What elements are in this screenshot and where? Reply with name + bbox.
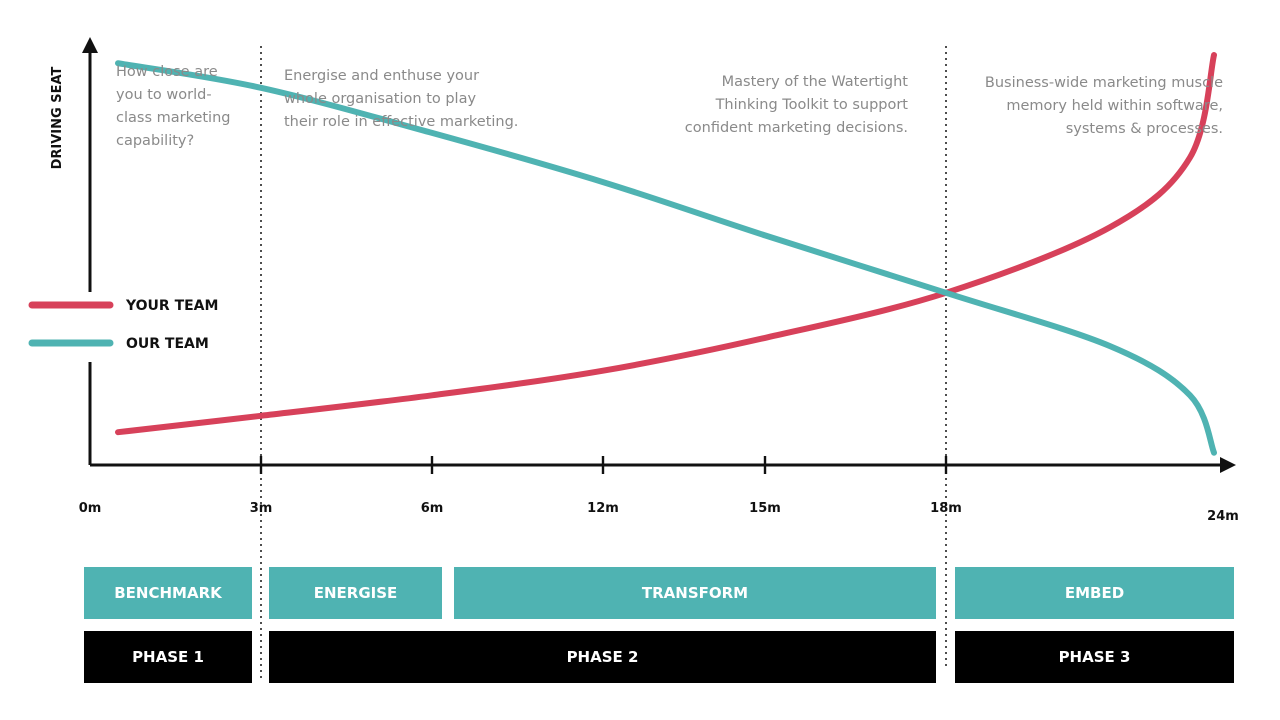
series-line-your-team (115, 52, 1217, 436)
stage-label-benchmark: BENCHMARK (114, 584, 223, 602)
annotation-2-line-1: Energise and enthuse your (284, 68, 479, 84)
stage-box-benchmark (84, 567, 252, 619)
series-line-our-team (115, 60, 1217, 456)
phase-box-2 (269, 631, 936, 683)
phase-label-1: PHASE 1 (132, 648, 204, 666)
annotation-4-line-3: systems & processes. (1066, 121, 1223, 137)
annotation-2-line-3: their role in effective marketing. (284, 114, 518, 130)
stage-box-embed (955, 567, 1234, 619)
annotation-1-line-1: How close are (116, 64, 218, 80)
tick-label-18m: 18m (930, 501, 962, 516)
stage-box-transform (454, 567, 936, 619)
legend-label-our-team: OUR TEAM (126, 336, 209, 352)
phase-box-1 (84, 631, 252, 683)
x-axis (90, 457, 1236, 473)
stage-label-embed: EMBED (1065, 584, 1124, 602)
tick-label-12m: 12m (587, 501, 619, 516)
legend-label-your-team: YOUR TEAM (125, 298, 218, 314)
annotation-3-line-2: Thinking Toolkit to support (715, 97, 909, 113)
y-axis (82, 37, 98, 465)
annotation-4-line-1: Business-wide marketing muscle (985, 75, 1223, 91)
phase-box-3 (955, 631, 1234, 683)
y-axis-label: DRIVING SEAT (50, 66, 65, 169)
annotation-1-line-2: you to world- (116, 87, 212, 103)
annotation-1-line-4: capability? (116, 133, 194, 149)
annotation-2-line-2: whole organisation to play (284, 91, 476, 107)
stage-label-energise: ENERGISE (314, 584, 398, 602)
annotation-1-line-3: class marketing (116, 110, 231, 126)
tick-label-3m: 3m (250, 501, 273, 516)
phase-label-2: PHASE 2 (567, 648, 639, 666)
stage-box-energise (269, 567, 442, 619)
series-curves (115, 52, 1217, 456)
stage-label-transform: TRANSFORM (642, 584, 748, 602)
annotation-4-line-2: memory held within software, (1006, 98, 1223, 114)
tick-label-6m: 6m (421, 501, 444, 516)
legend: YOUR TEAM OUR TEAM (28, 292, 218, 362)
annotation-3-line-3: confident marketing decisions. (685, 120, 908, 136)
phase-label-3: PHASE 3 (1059, 648, 1131, 666)
phase-boxes: PHASE 1 PHASE 2 PHASE 3 (84, 631, 1234, 683)
tick-label-0m: 0m (79, 501, 102, 516)
annotation-3-line-1: Mastery of the Watertight (722, 74, 909, 90)
tick-label-24m: 24m (1207, 509, 1239, 524)
stage-boxes: BENCHMARK ENERGISE TRANSFORM EMBED (84, 567, 1234, 619)
tick-label-15m: 15m (749, 501, 781, 516)
annotations: How close are you to world-class marketin… (116, 64, 1223, 149)
x-ticks: 0m 3m 6m 12m 15m 18m 24m (79, 456, 1239, 524)
